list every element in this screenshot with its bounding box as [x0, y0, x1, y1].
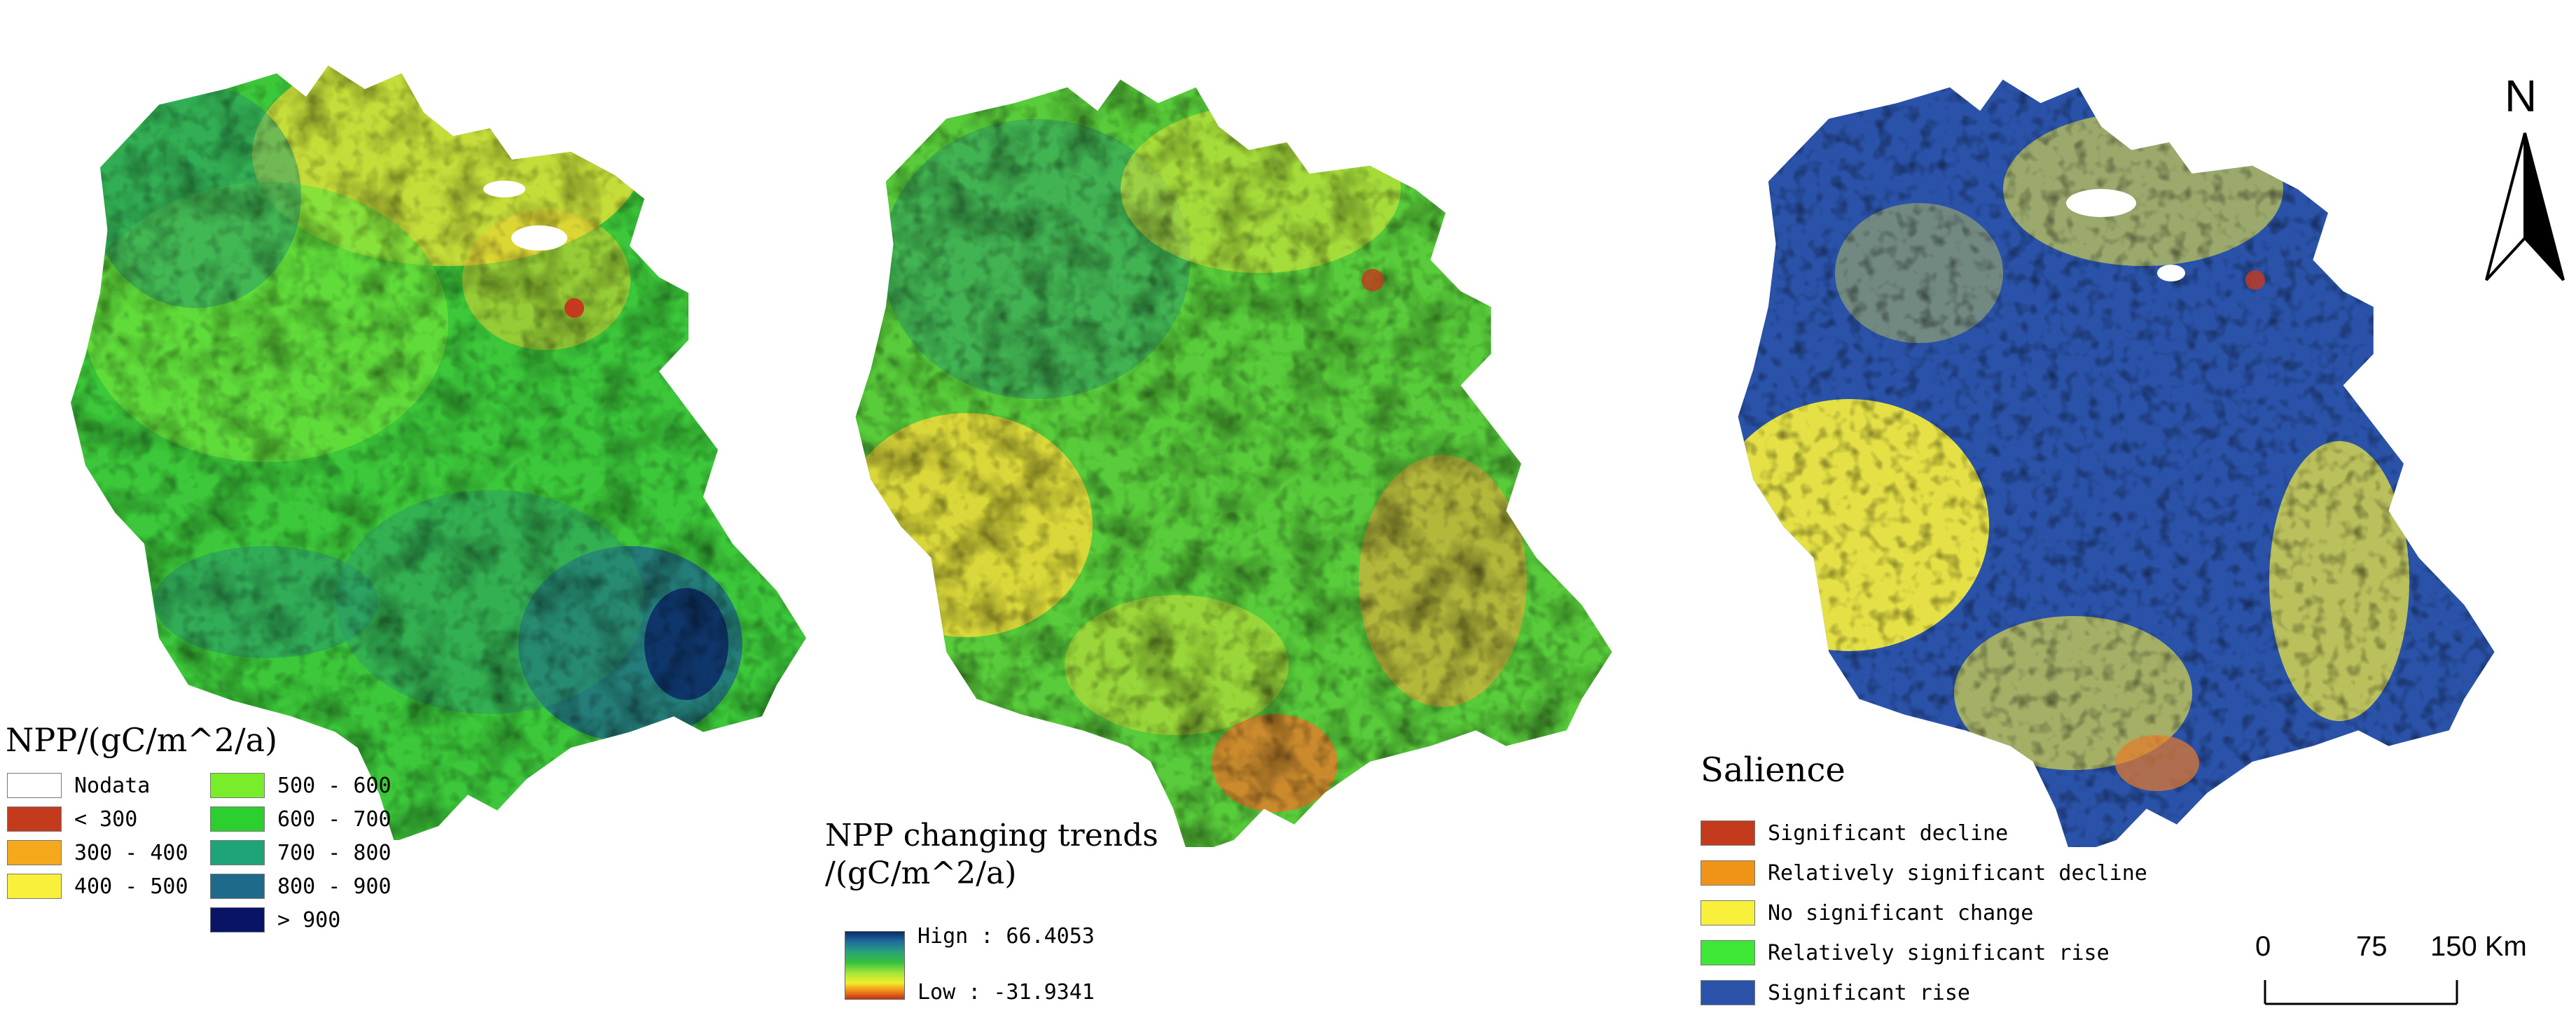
north-label: N: [2505, 71, 2537, 121]
salience-legend-item: Relatively significant rise: [1701, 939, 2110, 967]
npp-legend-item: < 300: [7, 805, 137, 833]
npp-legend-item: > 900: [210, 906, 340, 934]
scale-tick-75: 75: [2356, 931, 2388, 962]
npp-trend-map-panel: [826, 49, 1625, 847]
salience-map: [1738, 79, 2495, 847]
scale-bar: 0 75 150 Km: [2206, 931, 2570, 1022]
salience-legend-item: Significant decline: [1701, 819, 2008, 847]
npp-legend-item: 600 - 700: [210, 805, 392, 833]
scale-tick-150: 150 Km: [2430, 931, 2527, 962]
npp-swatch-500-600: [210, 773, 265, 798]
npp-legend-item: 300 - 400: [7, 839, 188, 867]
npp-legend-label: 800 - 900: [277, 874, 392, 899]
npp-legend-label: 500 - 600: [277, 773, 392, 798]
north-arrow-icon: [2485, 132, 2565, 281]
npp-swatch-nodata: [7, 773, 62, 798]
npp-swatch-300-400: [7, 840, 62, 865]
npp-swatch-lt300: [7, 806, 62, 832]
salience-legend-label: Relatively significant decline: [1768, 860, 2147, 886]
salience-swatch-no-significant-change: [1701, 900, 1755, 925]
north-arrow: N: [2479, 70, 2570, 294]
npp-map-panel: [56, 28, 826, 840]
salience-legend-title: Salience: [1701, 750, 1846, 790]
npp-legend-label: < 300: [74, 806, 138, 832]
npp-legend-item: 700 - 800: [210, 839, 392, 867]
npp-swatch-800-900: [210, 874, 265, 899]
salience-legend-item: No significant change: [1701, 899, 2033, 927]
npp-legend-item: 800 - 900: [210, 872, 392, 900]
salience-legend-label: Significant rise: [1768, 980, 1970, 1005]
npp-trend-map: [855, 79, 1612, 847]
npp-swatch-gt900: [210, 907, 265, 932]
npp-legend-title: NPP/(gC/m^2/a): [6, 721, 278, 759]
salience-swatch-significant-decline: [1701, 820, 1755, 846]
npp-legend-item: Nodata: [7, 771, 150, 799]
trend-legend-title-line2: /(gC/m^2/a): [825, 855, 1017, 891]
salience-swatch-significant-rise: [1701, 980, 1755, 1005]
salience-swatch-relatively-significant-decline: [1701, 860, 1755, 886]
npp-swatch-700-800: [210, 840, 265, 865]
npp-legend-item: 400 - 500: [7, 872, 188, 900]
trend-gradient-bar: [845, 931, 905, 1000]
npp-map: [71, 65, 806, 840]
npp-swatch-600-700: [210, 806, 265, 832]
salience-legend-label: Relatively significant rise: [1768, 940, 2110, 965]
trend-low-label: Low : -31.9341: [917, 980, 1095, 1005]
scale-tick-0: 0: [2255, 931, 2271, 962]
trend-legend-title-line1: NPP changing trends: [825, 818, 1158, 853]
scale-bar-line: [2264, 980, 2458, 1005]
salience-legend-item: Relatively significant decline: [1701, 859, 2147, 887]
npp-legend-label: > 900: [277, 907, 341, 932]
npp-swatch-400-500: [7, 874, 62, 899]
salience-swatch-relatively-significant-rise: [1701, 940, 1755, 965]
salience-legend-label: Significant decline: [1768, 820, 2009, 846]
npp-legend-label: 600 - 700: [277, 806, 392, 832]
npp-legend-label: 300 - 400: [74, 840, 188, 865]
salience-legend-label: No significant change: [1768, 900, 2034, 925]
npp-legend-label: Nodata: [74, 773, 151, 798]
salience-map-panel: [1709, 49, 2507, 847]
npp-legend-label: 700 - 800: [277, 840, 392, 865]
trend-high-label: Hign : 66.4053: [917, 924, 1095, 949]
npp-legend-item: 500 - 600: [210, 771, 392, 799]
npp-legend-label: 400 - 500: [74, 874, 188, 899]
salience-legend-item: Significant rise: [1701, 979, 1970, 1007]
